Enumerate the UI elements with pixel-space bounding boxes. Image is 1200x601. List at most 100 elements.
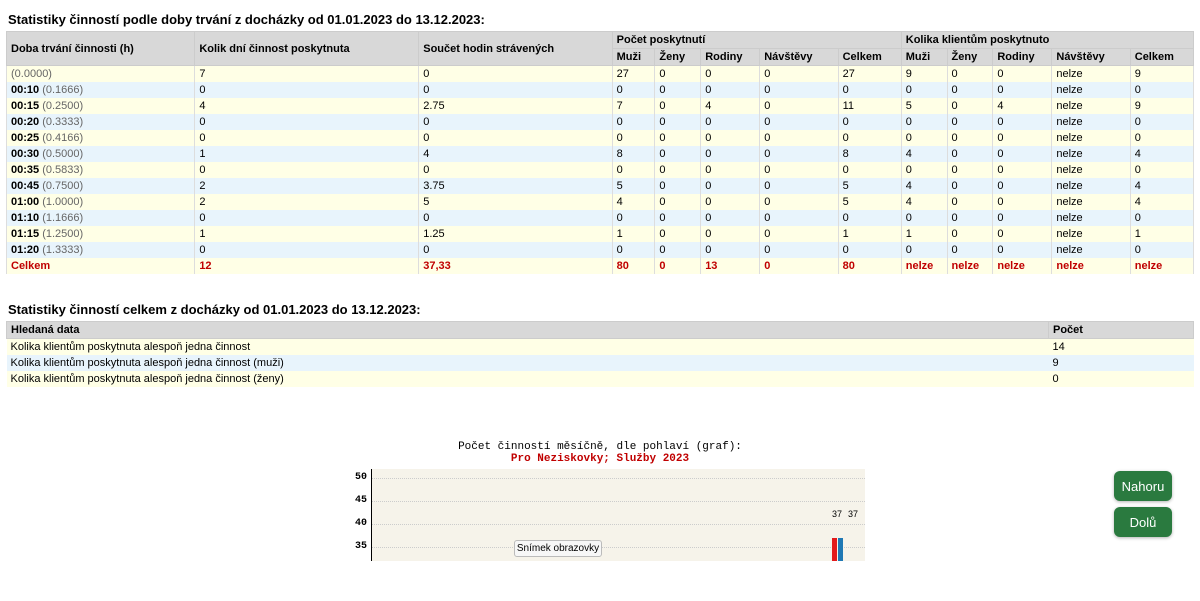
cell: nelze [1052,98,1130,114]
cell: 0 [760,242,838,258]
cell: 0 [838,82,901,98]
cell: 0 [655,242,701,258]
cell: 4 [901,178,947,194]
y-tick-label: 45 [335,495,367,506]
cell-duration: 00:20 (0.3333) [7,114,195,130]
summary-table: Hledaná data Počet Kolika klientům posky… [6,321,1194,387]
table-row: 00:15 (0.2500)42.75704011504nelze9 [7,98,1194,114]
cell: 5 [901,98,947,114]
cell: 0 [993,114,1052,130]
cell: 0 [760,194,838,210]
chart-bar [832,538,837,561]
th-sub: Návštěvy [760,49,838,66]
cell: 0 [947,242,993,258]
th-sub: Ženy [947,49,993,66]
cell: 9 [1130,66,1193,83]
table-row: (0.0000)702700027900nelze9 [7,66,1194,83]
table-row: Kolika klientům poskytnuta alespoň jedna… [7,339,1194,356]
cell: 8 [612,146,655,162]
cell: 0 [993,146,1052,162]
cell: 0 [655,66,701,83]
cell: 0 [760,114,838,130]
bar-value-label: 37 [832,509,842,519]
cell: 0 [419,114,612,130]
table-row: 00:25 (0.4166)0000000000nelze0 [7,130,1194,146]
cell-duration: (0.0000) [7,66,195,83]
cell: 0 [760,130,838,146]
cell: 0 [947,178,993,194]
cell: 9 [1049,355,1194,371]
cell: 0 [655,178,701,194]
cell: 0 [419,242,612,258]
cell-duration: 00:10 (0.1666) [7,82,195,98]
cell: 2 [195,178,419,194]
cell: 0 [760,210,838,226]
cell: 0 [760,258,838,274]
cell: Kolika klientům poskytnuta alespoň jedna… [7,371,1049,387]
cell: 0 [838,130,901,146]
cell: 27 [838,66,901,83]
cell: 5 [419,194,612,210]
cell: 0 [947,194,993,210]
cell: nelze [1052,146,1130,162]
cell: 0 [612,82,655,98]
cell: 4 [1130,146,1193,162]
cell: 14 [1049,339,1194,356]
cell: 1 [195,146,419,162]
bar-value-label: 37 [848,509,858,519]
cell: nelze [1052,66,1130,83]
cell: 7 [195,66,419,83]
th-sub: Rodiny [993,49,1052,66]
cell: Celkem [7,258,195,274]
cell-duration: 00:35 (0.5833) [7,162,195,178]
cell: 0 [947,114,993,130]
table-row: 00:45 (0.7500)23.7550005400nelze4 [7,178,1194,194]
cell: 0 [760,98,838,114]
cell: 4 [419,146,612,162]
cell: 0 [1130,114,1193,130]
cell: Kolika klientům poskytnuta alespoň jedna… [7,339,1049,356]
cell: 0 [655,162,701,178]
cell: 0 [655,226,701,242]
cell: 0 [701,66,760,83]
cell: 0 [993,242,1052,258]
th-hours: Součet hodin strávených [419,32,612,66]
table-row: 01:10 (1.1666)0000000000nelze0 [7,210,1194,226]
table-row: Kolika klientům poskytnuta alespoň jedna… [7,355,1194,371]
cell: 0 [838,242,901,258]
table-row: Kolika klientům poskytnuta alespoň jedna… [7,371,1194,387]
cell: 2.75 [419,98,612,114]
cell: 0 [655,114,701,130]
cell: nelze [993,258,1052,274]
cell: 1 [195,226,419,242]
th-sub: Návštěvy [1052,49,1130,66]
cell: 0 [947,226,993,242]
chart-bar [838,538,843,561]
cell: 3.75 [419,178,612,194]
cell: 4 [701,98,760,114]
scroll-bottom-button[interactable]: Dolů [1114,507,1172,537]
cell: 0 [419,82,612,98]
cell-duration: 00:15 (0.2500) [7,98,195,114]
cell: 12 [195,258,419,274]
th-days: Kolik dní činnost poskytnuta [195,32,419,66]
scroll-top-button[interactable]: Nahoru [1114,471,1172,501]
duration-table: Doba trvání činnosti (h) Kolik dní činno… [6,31,1194,274]
cell: 0 [947,66,993,83]
table-row: 01:15 (1.2500)11.2510001100nelze1 [7,226,1194,242]
cell: 80 [838,258,901,274]
th-sub: Celkem [1130,49,1193,66]
section-title-1: Statistiky činností podle doby trvání z … [8,12,1192,27]
cell: 0 [760,146,838,162]
cell: 0 [1130,162,1193,178]
th-duration: Doba trvání činnosti (h) [7,32,195,66]
table-row: 01:20 (1.3333)0000000000nelze0 [7,242,1194,258]
cell: 0 [612,162,655,178]
cell-duration: 01:20 (1.3333) [7,242,195,258]
screenshot-tooltip: Snímek obrazovky [514,540,602,557]
cell: 0 [838,210,901,226]
cell: 0 [701,162,760,178]
cell: 0 [195,162,419,178]
section-title-2: Statistiky činností celkem z docházky od… [8,302,1192,317]
cell: 0 [195,130,419,146]
